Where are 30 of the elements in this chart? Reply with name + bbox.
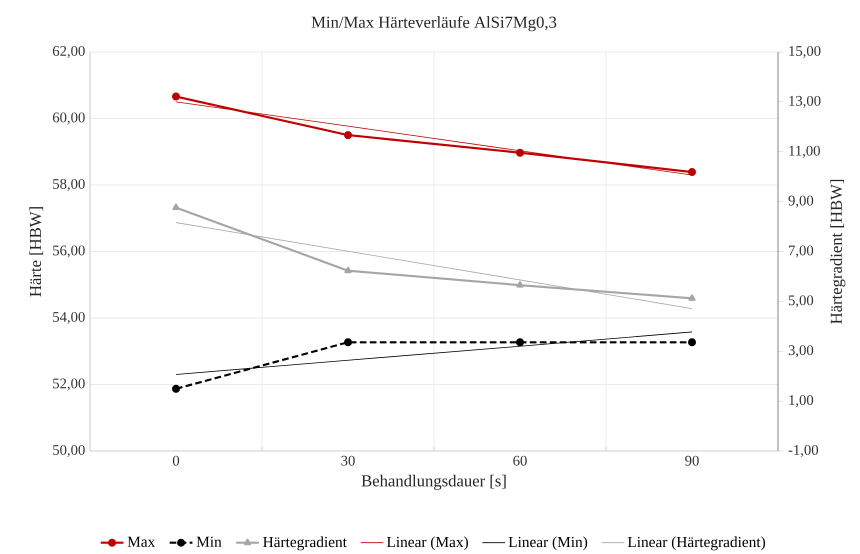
y2-tick-label: 15,00: [789, 46, 820, 58]
y2-axis-title: Härtegradient [HBW]: [830, 180, 846, 324]
y-tick-label: 54,00: [53, 312, 85, 324]
y2-tick-label: 3,00: [788, 345, 814, 358]
y-tick-label: 52,00: [53, 378, 85, 390]
y2-tick-label: 1,00: [789, 394, 814, 407]
y-tick-label: 60,00: [52, 112, 85, 124]
y-axis-title: Härte [HBW]: [29, 206, 44, 296]
legend-label: Härtegradient: [263, 536, 347, 550]
x-tick-label: 0: [172, 456, 180, 466]
y2-tick-label: -1,00: [788, 444, 818, 457]
x-tick-label: 60: [513, 456, 527, 466]
legend-label: Linear (Max): [386, 536, 468, 550]
y2-tick-label: 11,00: [789, 146, 820, 158]
y-tick-label: 58,00: [53, 178, 85, 191]
x-tick-label: 30: [341, 456, 355, 466]
y-tick-label: 62,00: [52, 46, 85, 58]
legend-label: Linear (Härtegradient): [628, 536, 766, 550]
y2-tick-label: 13,00: [789, 96, 820, 108]
y-tick-label: 50,00: [53, 444, 85, 457]
y2-tick-label: 5,00: [788, 295, 814, 308]
x-tick-label: 90: [685, 456, 699, 466]
y2-tick-label: 7,00: [789, 245, 814, 258]
legend-label: Linear (Min): [508, 536, 588, 550]
legend-label: Max: [128, 536, 156, 547]
legend-label: Min: [196, 536, 222, 547]
chart-title: Min/Max Härteverläufe AlSi7Mg0,3: [312, 16, 556, 32]
x-axis-title: Behandlungsdauer [s]: [362, 474, 506, 490]
y2-tick-label: 9,00: [788, 195, 814, 208]
y-tick-label: 56,00: [53, 245, 85, 258]
